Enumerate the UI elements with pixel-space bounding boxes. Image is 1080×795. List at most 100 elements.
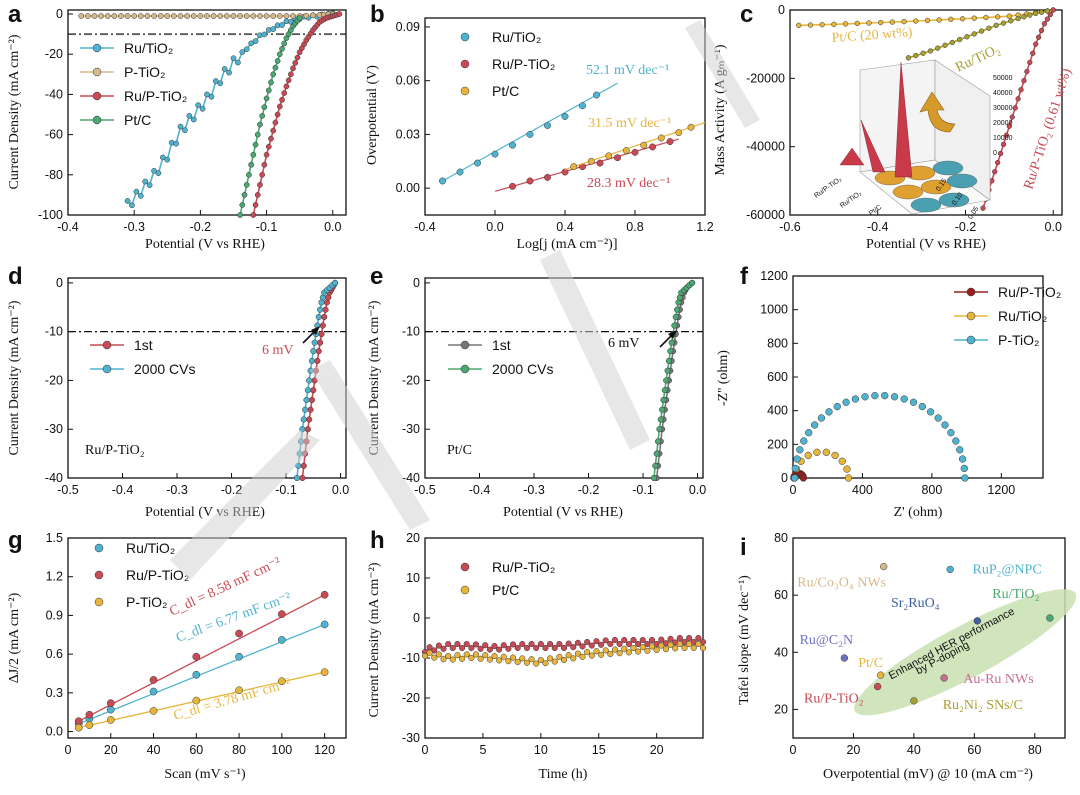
- y-tick-label: -30: [45, 422, 63, 436]
- data-point: [843, 465, 851, 473]
- data-point: [294, 54, 301, 61]
- data-point: [300, 462, 307, 469]
- y-tick-label: 1200: [760, 269, 788, 283]
- y-axis-label: Overpotential (V): [365, 65, 380, 165]
- data-point: [942, 42, 948, 48]
- data-point: [173, 140, 179, 147]
- data-point: [208, 93, 215, 100]
- data-point: [605, 152, 613, 160]
- data-point: [602, 647, 609, 654]
- y-tick-label: -40: [402, 471, 420, 485]
- inset-disk: [892, 184, 924, 200]
- data-point: [1008, 18, 1014, 24]
- series-label: Ru/TiO₂: [953, 42, 1002, 76]
- x-tick-label: 0.4: [556, 220, 573, 234]
- data-point: [657, 134, 665, 142]
- x-tick-label: 80: [1028, 743, 1042, 757]
- data-point: [78, 13, 85, 19]
- x-tick-label: 15: [592, 743, 606, 757]
- data-point: [662, 646, 669, 653]
- panel-h: h 0 5 10 15 20 -30 -20 -10 0 10 20 Time (h) Current D…: [367, 527, 707, 782]
- data-point: [1030, 50, 1036, 56]
- inset-z-tick: 40000: [993, 90, 1013, 97]
- data-point: [1047, 11, 1053, 18]
- data-point: [74, 723, 83, 732]
- data-point: [1006, 13, 1013, 19]
- data-point: [1033, 41, 1039, 47]
- data-point: [878, 19, 884, 26]
- data-point: [184, 13, 190, 19]
- y-tick-label: 80: [774, 531, 788, 545]
- data-point: [472, 641, 480, 648]
- data-point: [146, 182, 153, 189]
- y-tick-label: -80: [45, 168, 63, 182]
- data-point: [842, 398, 850, 406]
- x-tick-label: 40: [907, 743, 921, 757]
- legend-label: P-TiO₂: [126, 594, 167, 610]
- data-point: [272, 119, 279, 126]
- data-point: [672, 645, 679, 652]
- y-tick-label: 0.09: [396, 20, 420, 34]
- data-point: [664, 367, 671, 374]
- data-point: [1000, 20, 1007, 26]
- data-point: [1021, 14, 1027, 20]
- y-tick-label: 10: [406, 571, 420, 585]
- data-point: [791, 474, 799, 482]
- data-point: [85, 13, 91, 19]
- point-label: Sr₂RuO₄: [891, 596, 940, 611]
- y-tick-label: 20: [406, 531, 420, 545]
- x-tick-label: -0.3: [523, 483, 545, 497]
- data-point: [840, 654, 849, 662]
- legend-marker: [966, 311, 976, 321]
- data-point: [85, 710, 94, 719]
- data-point: [468, 654, 475, 662]
- data-point: [259, 171, 266, 178]
- data-point: [1024, 68, 1030, 75]
- legend-marker: [460, 562, 470, 572]
- x-axis-label: Potential (V vs RHE): [145, 237, 265, 252]
- panel-label: b: [370, 1, 385, 28]
- data-point: [622, 147, 630, 154]
- data-point: [570, 163, 578, 171]
- point-label: Ru₂Ni₂ SNs/C: [943, 698, 1023, 713]
- data-point: [947, 429, 955, 437]
- data-point: [151, 13, 157, 19]
- cdl-annotation: C_dl = 3.78 mF cm⁻²: [172, 676, 292, 724]
- data-point: [871, 392, 879, 400]
- data-point: [293, 474, 300, 482]
- data-point: [157, 13, 164, 19]
- data-point: [699, 644, 707, 652]
- data-point: [986, 25, 992, 31]
- data-point: [926, 408, 935, 416]
- data-point: [252, 141, 259, 148]
- data-point: [149, 676, 158, 684]
- data-point: [593, 648, 600, 655]
- legend-marker: [92, 115, 102, 125]
- data-point: [873, 682, 882, 691]
- data-point: [819, 22, 825, 28]
- data-point: [889, 19, 896, 25]
- data-point: [283, 83, 290, 90]
- y-tick-label: 20: [774, 702, 788, 716]
- data-point: [544, 122, 551, 129]
- data-point: [164, 156, 171, 163]
- data-point: [318, 331, 325, 338]
- data-point: [235, 59, 241, 66]
- data-point: [303, 396, 310, 404]
- data-point: [952, 437, 960, 445]
- data-point: [505, 658, 512, 665]
- data-point: [248, 40, 254, 47]
- legend-label: Ru/TiO₂: [124, 40, 173, 56]
- data-point: [310, 12, 316, 19]
- data-point: [1012, 105, 1018, 111]
- data-point: [958, 455, 967, 463]
- data-point: [491, 150, 499, 158]
- x-tick-label: 40: [147, 743, 161, 757]
- data-point: [810, 421, 819, 429]
- data-point: [306, 416, 313, 423]
- x-tick-label: 0.0: [689, 483, 706, 497]
- data-point: [1038, 27, 1045, 34]
- data-point: [302, 406, 309, 413]
- data-point: [276, 13, 283, 19]
- data-point: [844, 474, 853, 482]
